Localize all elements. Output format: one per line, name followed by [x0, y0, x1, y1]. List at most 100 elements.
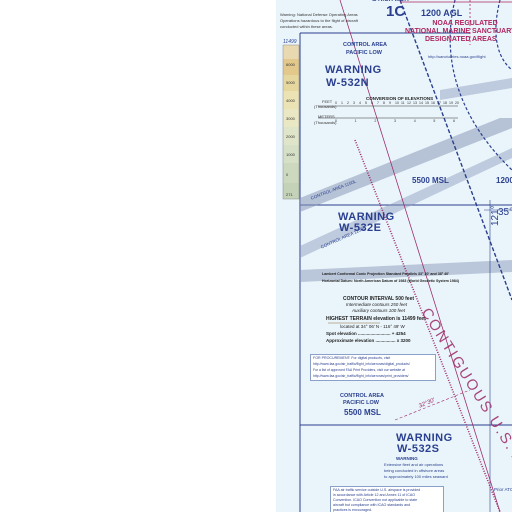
highest-terrain: HIGHEST TERRAIN elevation is 11499 feet — [326, 316, 426, 322]
noaa-url[interactable]: http://sanctuaries.noaa.gov/flight — [428, 54, 486, 59]
contour-line1: Intermediate contours 250 feet — [346, 302, 408, 307]
warning-532n-label: WARNING — [325, 64, 382, 76]
graticule — [484, 200, 512, 512]
feet-tick: 10 — [395, 101, 399, 105]
altitude-1200-east: 1200 — [496, 176, 512, 185]
control-area-s-line1: CONTROL AREA — [340, 393, 384, 399]
feet-tick: 1 — [341, 101, 343, 105]
chart-margin — [0, 0, 276, 512]
noaa-line3: DESIGNATED AREAS — [425, 36, 497, 43]
warning-notice-line3: to approximately 100 miles seaward — [384, 474, 448, 479]
feet-tick: 14 — [419, 101, 423, 105]
faa-notice-line2: in accordance with Article 12 and Annex … — [333, 493, 416, 497]
elevation-feet-label: FEET — [322, 99, 333, 104]
feet-tick: 16 — [431, 101, 435, 105]
feet-tick: 18 — [443, 101, 447, 105]
projection-line2: Horizontal Datum: North American Datum o… — [322, 279, 459, 283]
feet-tick: 9 — [389, 101, 391, 105]
meter-tick: 4 — [413, 119, 416, 123]
procurement-box: FOR PROCUREMENT: For digital products, v… — [310, 354, 436, 381]
projection-line1: Lambert Conformal Conic Projection Stand… — [322, 272, 450, 276]
moa-top-label: & HIGH MOA — [372, 0, 409, 3]
control-area-n-line1: CONTROL AREA — [343, 42, 387, 48]
warning-notice-line2: being conducted in offshore areas — [384, 468, 445, 473]
meter-tick: 0 — [335, 119, 337, 123]
procurement-link-digital[interactable]: http://www.faa.gov/air_traffic/flight_in… — [313, 362, 410, 366]
elevation-meters-label: METERS — [318, 114, 335, 119]
terrain-level: 6000 — [286, 62, 295, 67]
feet-tick: 6 — [371, 101, 373, 105]
altitude-5500-north: 5500 MSL — [412, 176, 449, 185]
noaa-line1: NOAA REGULATED — [432, 20, 498, 27]
meter-tick: 6 — [453, 119, 456, 123]
warning-532e-label: WARNING — [338, 211, 395, 223]
terrain-level: 5000 — [286, 80, 295, 85]
warning-532s-label: WARNING — [396, 432, 453, 444]
terrain-legend-top: 11499 — [283, 39, 297, 45]
feet-tick: 0 — [335, 101, 337, 105]
feet-tick: 17 — [437, 101, 441, 105]
terrain-level: 1000 — [286, 152, 295, 157]
procurement-link-print[interactable]: http://www.faa.gov/air_traffic/flight_in… — [313, 374, 409, 378]
approx-elevation: Approximate elevation ................ x… — [326, 338, 411, 343]
altitude-5500-south: 5500 MSL — [344, 408, 381, 417]
warning-532e-id[interactable]: W-532E — [339, 222, 382, 234]
faa-notice-line1: FAA air traffic service outside U.S. air… — [333, 488, 421, 492]
elevation-conv-title: CONVERSION OF ELEVATIONS — [366, 96, 434, 101]
terrain-level: 271 — [286, 192, 293, 197]
control-area-s-line2: PACIFIC LOW — [343, 400, 379, 406]
vor-digits: 1C — [386, 3, 406, 20]
notice-top-line2: Operations hazardous to the flight of ai… — [280, 18, 358, 23]
notice-top-line1: Warning: National Defense Operating Area… — [280, 12, 358, 17]
control-area-n-line2: PACIFIC LOW — [346, 50, 382, 56]
highest-terrain-location: located at 34° 06' N - 116° 49' W — [340, 324, 405, 329]
procurement-line1: FOR PROCUREMENT: For digital products, v… — [313, 356, 391, 360]
feet-tick: 20 — [455, 101, 459, 105]
feet-tick: 7 — [377, 101, 379, 105]
adiz-boundary — [339, 0, 512, 512]
meter-tick: 2 — [374, 119, 377, 123]
feet-tick: 5 — [365, 101, 367, 105]
prior-atc-label: Prior ATC — [494, 487, 512, 492]
feet-tick: 15 — [425, 101, 429, 105]
noaa-line2: NATIONAL MARINE SANCTUARY — [405, 28, 512, 35]
faa-notice-line4: aircraft but compliance with ICAO standa… — [333, 503, 411, 507]
spot-elevation: Spot elevation .........................… — [326, 331, 406, 336]
feet-tick: 11 — [401, 101, 405, 105]
faa-notice-line5: practices is encouraged. — [333, 508, 372, 512]
elevation-feet-sub: (Thousands) — [314, 104, 337, 109]
warning-532s-id[interactable]: W-532S — [397, 443, 440, 455]
warning-notice-line1: Extensive fleet and air operations — [384, 462, 444, 467]
feet-tick: 12 — [407, 101, 411, 105]
feet-tick: 4 — [359, 101, 361, 105]
faa-notice-line3: Convention. ICAO Convention not applicab… — [333, 498, 418, 502]
noaa-sanctuary-edge — [400, 0, 512, 45]
feet-tick: 3 — [353, 101, 355, 105]
feet-tick: 8 — [383, 101, 385, 105]
terrain-level: 3000 — [286, 116, 295, 121]
chart-water-area — [276, 0, 512, 512]
feet-tick: 2 — [347, 101, 349, 105]
terrain-legend-bar — [282, 44, 300, 200]
contour-title: CONTOUR INTERVAL 500 feet — [343, 296, 415, 302]
elevation-meters-sub: (Thousands) — [314, 120, 337, 125]
feet-tick: 19 — [449, 101, 453, 105]
contour-line2: Auxiliary contours 100 feet — [352, 308, 406, 313]
faa-notice-box: FAA air traffic service outside U.S. air… — [330, 486, 444, 512]
warning-notice-title: WARNING — [396, 456, 418, 461]
notice-top-line3: conducted within these areas. — [280, 24, 333, 29]
meter-tick: 5 — [433, 119, 436, 123]
terrain-level: 0 — [286, 172, 289, 177]
warning-532n-id[interactable]: W-532N — [326, 77, 370, 89]
parallel-label: 35° — [498, 207, 512, 218]
meter-tick: 3 — [394, 119, 396, 123]
elevation-conversion-scale — [318, 105, 458, 119]
terrain-level: 2000 — [286, 134, 295, 139]
terrain-level: 4000 — [286, 98, 295, 103]
feet-tick: 13 — [413, 101, 417, 105]
meter-tick: 1 — [354, 119, 357, 123]
agl-label: 1200 AGL — [421, 8, 463, 18]
procurement-line3: For a list of approved FAA Print Provide… — [313, 368, 405, 372]
